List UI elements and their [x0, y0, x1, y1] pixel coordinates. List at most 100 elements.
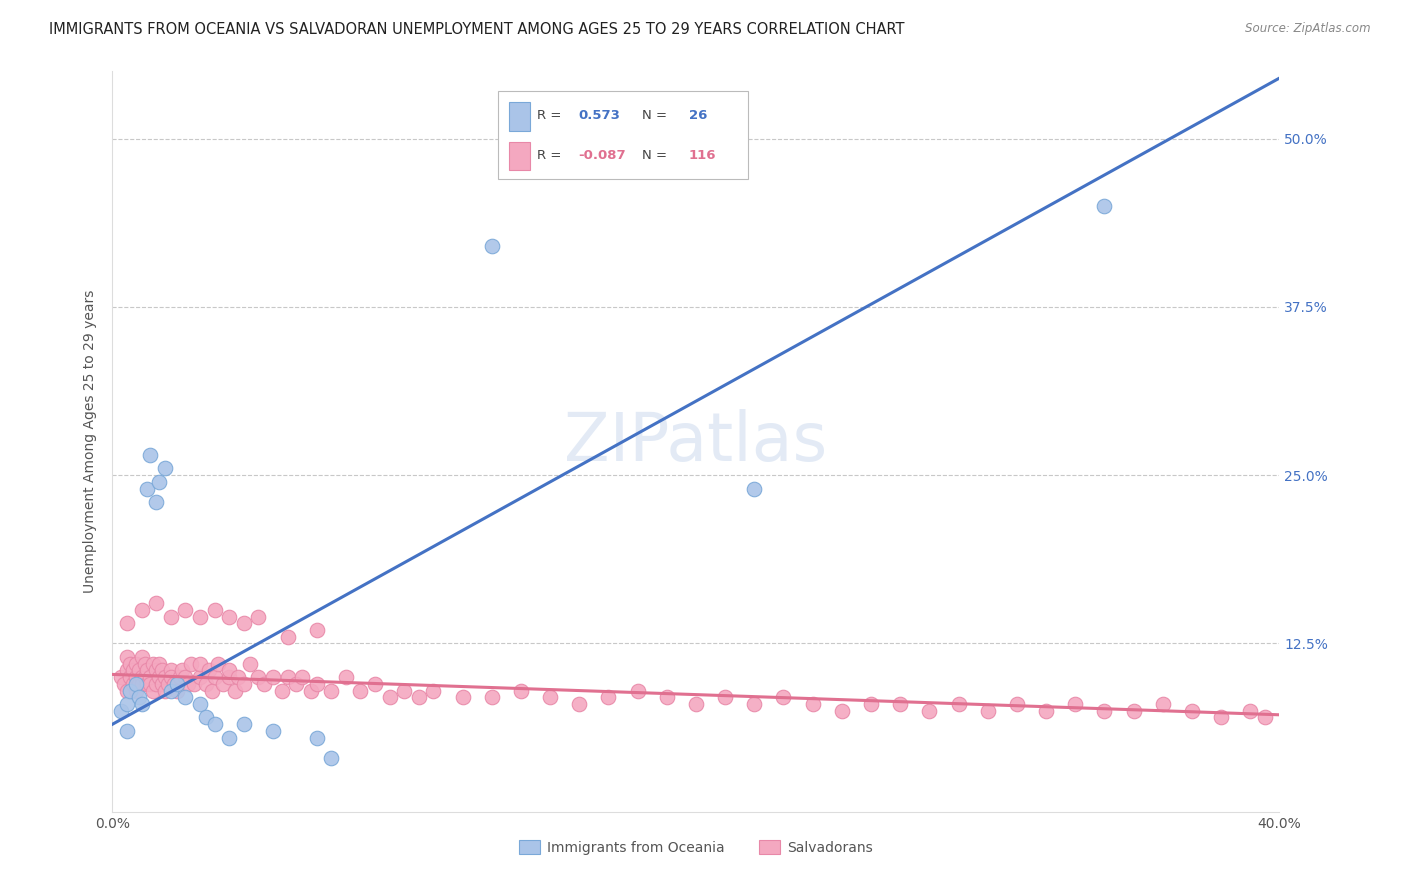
Text: IMMIGRANTS FROM OCEANIA VS SALVADORAN UNEMPLOYMENT AMONG AGES 25 TO 29 YEARS COR: IMMIGRANTS FROM OCEANIA VS SALVADORAN UN… — [49, 22, 904, 37]
Point — [714, 690, 737, 705]
Point — [860, 697, 883, 711]
Point — [115, 723, 138, 738]
Point — [655, 690, 678, 705]
Point — [276, 630, 298, 644]
Point — [139, 448, 162, 462]
Point — [232, 717, 254, 731]
Point — [305, 623, 328, 637]
Point — [194, 677, 217, 691]
Point — [218, 731, 240, 745]
Point — [481, 690, 503, 705]
Point — [239, 657, 262, 671]
Point — [134, 670, 156, 684]
Point — [378, 690, 401, 705]
Text: ZIPatlas: ZIPatlas — [564, 409, 828, 475]
Point — [180, 657, 202, 671]
Point — [136, 482, 159, 496]
Point — [394, 683, 416, 698]
Point — [364, 677, 387, 691]
Point — [948, 697, 970, 711]
Point — [177, 677, 200, 691]
Point — [253, 677, 276, 691]
Point — [153, 683, 176, 698]
Point — [305, 731, 328, 745]
Point — [232, 616, 254, 631]
Point — [188, 609, 211, 624]
Point — [918, 704, 941, 718]
Point — [136, 664, 159, 678]
Point — [451, 690, 474, 705]
Point — [801, 697, 824, 711]
Point — [321, 751, 343, 765]
Point — [1035, 704, 1057, 718]
Point — [538, 690, 561, 705]
Point — [305, 677, 328, 691]
Point — [172, 664, 194, 678]
Point — [212, 677, 235, 691]
Point — [226, 670, 249, 684]
Point — [742, 482, 765, 496]
Point — [207, 657, 229, 671]
Legend: Immigrants from Oceania, Salvadorans: Immigrants from Oceania, Salvadorans — [513, 834, 879, 860]
Point — [142, 657, 165, 671]
Point — [204, 670, 226, 684]
Point — [134, 657, 156, 671]
Point — [188, 657, 211, 671]
Point — [145, 495, 167, 509]
Point — [142, 683, 165, 698]
Point — [115, 683, 138, 698]
Point — [1152, 697, 1174, 711]
Point — [163, 677, 186, 691]
Text: 0.573: 0.573 — [578, 109, 620, 121]
Point — [115, 649, 138, 664]
Point — [422, 683, 444, 698]
Point — [131, 677, 153, 691]
Point — [218, 609, 240, 624]
Point — [148, 475, 170, 489]
Point — [197, 664, 219, 678]
Point — [742, 697, 765, 711]
Point — [1239, 704, 1261, 718]
Point — [174, 603, 197, 617]
Point — [128, 664, 150, 678]
Text: Source: ZipAtlas.com: Source: ZipAtlas.com — [1246, 22, 1371, 36]
Point — [1064, 697, 1087, 711]
Point — [174, 670, 197, 684]
Point — [598, 690, 620, 705]
Point — [110, 670, 132, 684]
Point — [1122, 704, 1144, 718]
Point — [262, 670, 284, 684]
Point — [1254, 710, 1277, 724]
Point — [122, 664, 145, 678]
Point — [349, 683, 371, 698]
Point — [131, 697, 153, 711]
Point — [262, 723, 284, 738]
Text: R =: R = — [537, 109, 561, 121]
Point — [1209, 710, 1232, 724]
Point — [408, 690, 430, 705]
Point — [1094, 199, 1116, 213]
Point — [247, 670, 270, 684]
Point — [1005, 697, 1028, 711]
Point — [160, 664, 183, 678]
Point — [889, 697, 911, 711]
Point — [568, 697, 591, 711]
Point — [118, 670, 141, 684]
Point — [150, 664, 173, 678]
Bar — [509, 103, 530, 130]
Point — [201, 683, 224, 698]
Point — [976, 704, 998, 718]
Point — [148, 657, 170, 671]
Point — [118, 683, 141, 698]
Point — [125, 677, 148, 691]
FancyBboxPatch shape — [498, 91, 748, 178]
Point — [247, 609, 270, 624]
Point — [110, 704, 132, 718]
Point — [148, 670, 170, 684]
Point — [128, 690, 150, 705]
Point — [194, 710, 217, 724]
Text: N =: N = — [643, 149, 668, 161]
Point — [153, 670, 176, 684]
Point — [321, 683, 343, 698]
Text: -0.087: -0.087 — [578, 149, 626, 161]
